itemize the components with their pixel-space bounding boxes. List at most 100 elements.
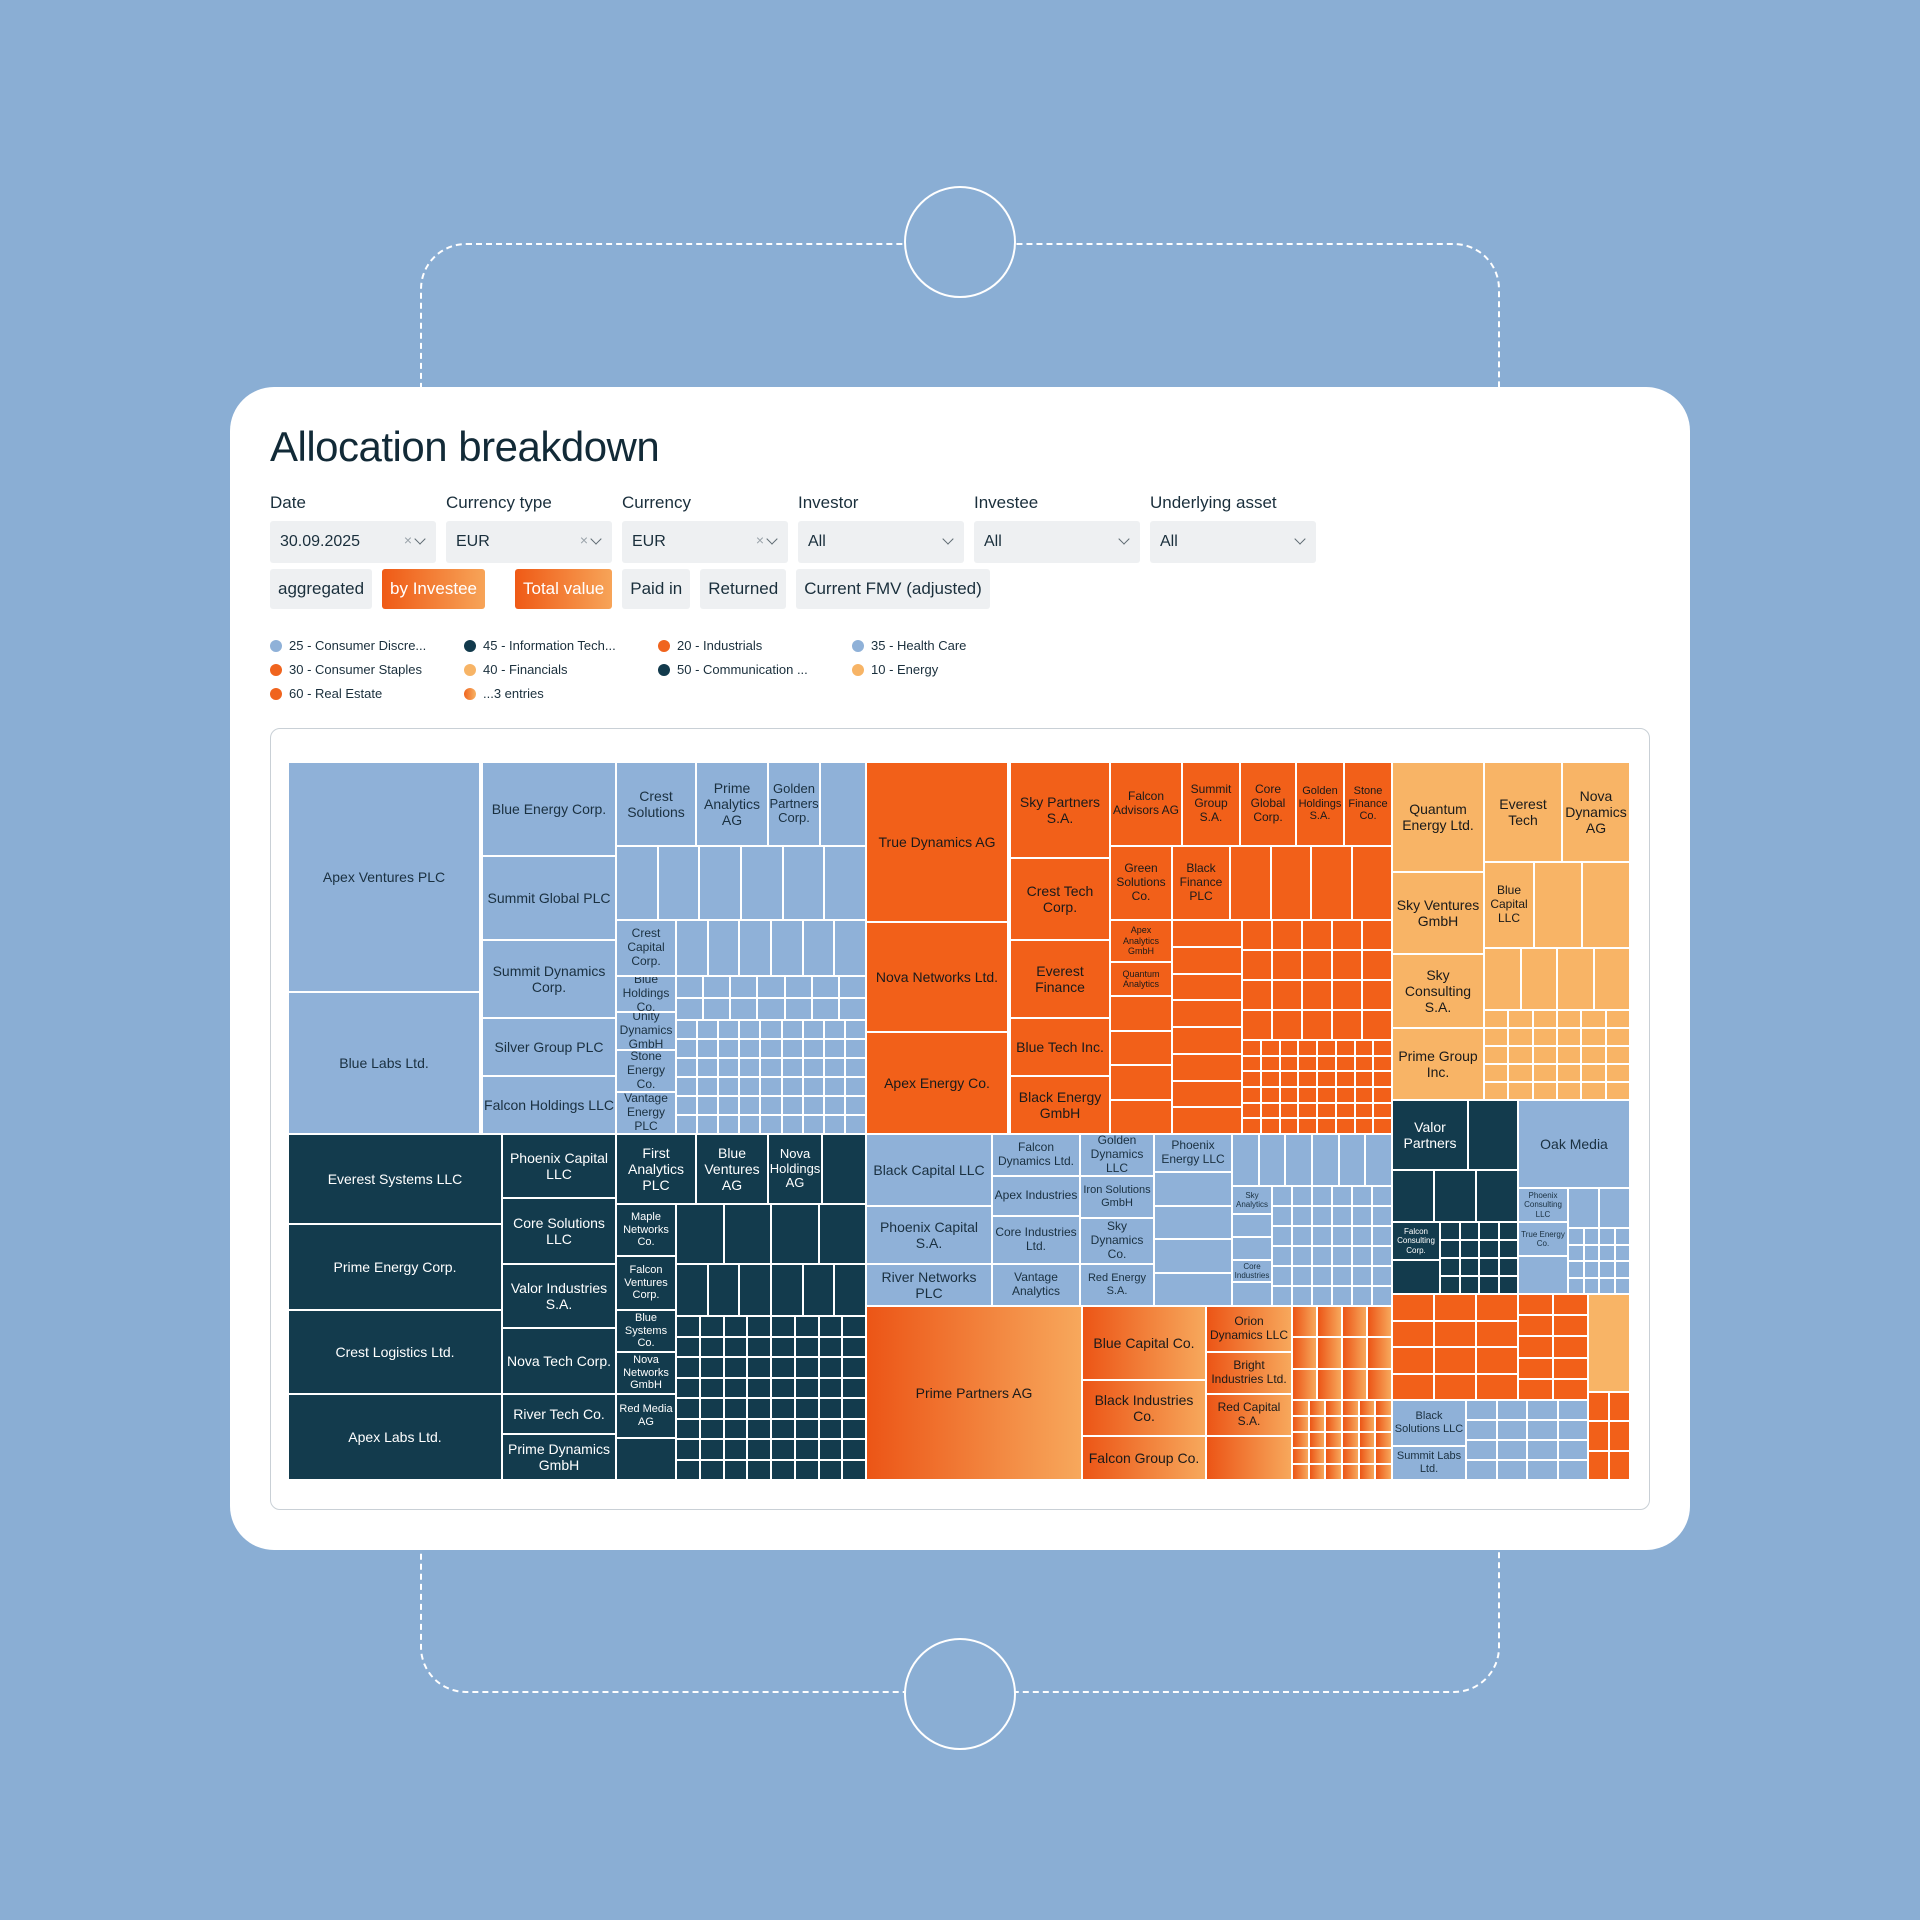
filter-select[interactable]: EUR × (446, 521, 612, 563)
treemap-tile-small[interactable] (1318, 1338, 1341, 1368)
treemap-tile-small[interactable] (731, 999, 757, 1019)
treemap-tile-small[interactable] (1259, 1135, 1285, 1185)
treemap-tile-small[interactable] (1584, 1262, 1598, 1277)
treemap-tile[interactable]: Stone Finance Co. (1345, 763, 1391, 845)
treemap-tile-small[interactable] (1336, 1119, 1354, 1133)
treemap-tile-small[interactable] (1583, 863, 1629, 947)
treemap-tile-small[interactable] (1343, 1433, 1358, 1447)
treemap-tile-small[interactable] (1273, 1267, 1291, 1285)
treemap-tile-small[interactable] (1273, 1207, 1291, 1225)
treemap-tile-small[interactable] (1353, 1207, 1371, 1225)
treemap-tile-small[interactable] (1336, 1103, 1354, 1118)
treemap-tile-small[interactable] (803, 1021, 823, 1038)
treemap-tile-small[interactable] (819, 1440, 842, 1459)
treemap-tile[interactable]: Blue Holdings Co. (617, 977, 675, 1011)
treemap-tile-small[interactable] (1373, 1247, 1391, 1265)
treemap-tile-small[interactable] (1600, 1245, 1614, 1260)
treemap-tile[interactable]: Core Solutions LLC (503, 1199, 615, 1263)
treemap-tile[interactable]: Black Solutions LLC (1393, 1401, 1465, 1445)
filter-select[interactable]: All (798, 521, 964, 563)
treemap-tile-small[interactable] (1582, 1047, 1605, 1063)
treemap-tile-small[interactable] (1318, 1072, 1335, 1086)
treemap-tile-small[interactable] (1353, 1247, 1371, 1265)
treemap-tile[interactable]: Phoenix Consulting LLC (1519, 1189, 1567, 1221)
treemap-tile-small[interactable] (1441, 1277, 1459, 1293)
treemap-tile[interactable]: Red Capital S.A. (1207, 1395, 1291, 1435)
treemap-tile-small[interactable] (1243, 1119, 1260, 1133)
treemap-tile-small[interactable] (748, 1358, 770, 1377)
treemap-tile-small[interactable] (1368, 1307, 1391, 1337)
treemap-tile-small[interactable] (819, 1378, 842, 1397)
treemap-tile-small[interactable] (819, 1399, 842, 1418)
treemap-tile-small[interactable] (1326, 1433, 1341, 1447)
treemap-tile-small[interactable] (1558, 1083, 1581, 1099)
treemap-tile[interactable]: Apex Energy Co. (867, 1033, 1007, 1133)
treemap-tile[interactable]: Valor Partners (1393, 1101, 1467, 1169)
treemap-tile-small[interactable] (1582, 1083, 1605, 1099)
treemap-tile-small[interactable] (1558, 1441, 1587, 1459)
treemap-tile-small[interactable] (1318, 1369, 1341, 1399)
treemap-tile-small[interactable] (1393, 1321, 1433, 1346)
treemap-tile-small[interactable] (1313, 1267, 1331, 1285)
treemap-tile-small[interactable] (1299, 1088, 1316, 1102)
treemap-tile-small[interactable] (1280, 1041, 1298, 1055)
treemap-tile-small[interactable] (795, 1358, 818, 1377)
treemap-tile-small[interactable] (1469, 1101, 1517, 1169)
treemap-tile[interactable]: River Networks PLC (867, 1265, 991, 1305)
treemap-tile-small[interactable] (748, 1378, 770, 1397)
treemap-tile-small[interactable] (1355, 1072, 1373, 1086)
treemap-tile[interactable]: Silver Group PLC (483, 1019, 615, 1075)
treemap-tile-small[interactable] (772, 1440, 794, 1459)
treemap-tile-small[interactable] (740, 1116, 760, 1133)
treemap-tile-small[interactable] (1554, 1379, 1587, 1399)
treemap-tile-small[interactable] (1435, 1171, 1475, 1221)
treemap-tile-small[interactable] (1280, 1072, 1298, 1086)
treemap-tile-small[interactable] (1293, 1401, 1308, 1415)
treemap-tile-small[interactable] (1480, 1223, 1498, 1239)
treemap-tile[interactable]: Prime Analytics AG (697, 763, 767, 845)
treemap-tile-small[interactable] (1519, 1257, 1567, 1293)
treemap-tile-small[interactable] (708, 1265, 739, 1315)
treemap-tile-small[interactable] (1373, 1227, 1391, 1245)
treemap-tile-small[interactable] (845, 1040, 865, 1057)
treemap-tile-small[interactable] (1333, 1011, 1361, 1039)
treemap-tile-small[interactable] (1497, 1421, 1526, 1439)
treemap-tile-small[interactable] (761, 1116, 781, 1133)
treemap-tile-small[interactable] (740, 1021, 760, 1038)
treemap-tile-small[interactable] (719, 1078, 739, 1095)
treemap-tile-small[interactable] (1336, 1056, 1354, 1071)
treemap-tile-small[interactable] (1343, 1465, 1358, 1479)
treemap-tile-small[interactable] (1309, 1417, 1325, 1431)
treemap-tile-small[interactable] (1477, 1295, 1517, 1320)
treemap-tile-small[interactable] (748, 1419, 770, 1438)
treemap-tile-small[interactable] (677, 1059, 697, 1076)
treemap-tile-small[interactable] (1606, 1011, 1629, 1027)
treemap-tile-small[interactable] (677, 977, 703, 997)
treemap-tile-small[interactable] (677, 1040, 697, 1057)
treemap-tile-small[interactable] (1355, 1103, 1373, 1118)
treemap-tile-small[interactable] (719, 1097, 739, 1114)
treemap-tile-small[interactable] (795, 1419, 818, 1438)
treemap-tile[interactable]: Summit Group S.A. (1183, 763, 1239, 845)
treemap-tile[interactable]: Vantage Analytics (993, 1265, 1079, 1305)
treemap-tile-small[interactable] (740, 1059, 760, 1076)
treemap-tile-small[interactable] (1589, 1393, 1608, 1421)
treemap-tile-small[interactable] (1584, 1229, 1598, 1244)
treemap-tile-small[interactable] (1273, 921, 1301, 949)
treemap-tile-small[interactable] (1336, 1041, 1354, 1055)
treemap-tile-small[interactable] (1569, 1245, 1583, 1260)
treemap-tile-small[interactable] (845, 1116, 865, 1133)
treemap-tile[interactable]: Red Media AG (617, 1395, 675, 1437)
treemap-tile-small[interactable] (1333, 1287, 1351, 1305)
treemap-tile-small[interactable] (1359, 1449, 1375, 1463)
treemap-tile[interactable]: Crest Capital Corp. (617, 921, 675, 975)
treemap-tile-small[interactable] (1233, 1283, 1271, 1305)
treemap-tile-small[interactable] (1528, 1461, 1557, 1479)
treemap-tile-small[interactable] (698, 1097, 718, 1114)
treemap-tile-small[interactable] (1299, 1041, 1316, 1055)
treemap-tile-small[interactable] (1293, 1227, 1311, 1245)
treemap-tile-small[interactable] (724, 1378, 747, 1397)
treemap-tile-small[interactable] (1155, 1173, 1231, 1205)
treemap-tile-small[interactable] (1273, 951, 1301, 979)
treemap-tile-small[interactable] (1355, 1041, 1373, 1055)
